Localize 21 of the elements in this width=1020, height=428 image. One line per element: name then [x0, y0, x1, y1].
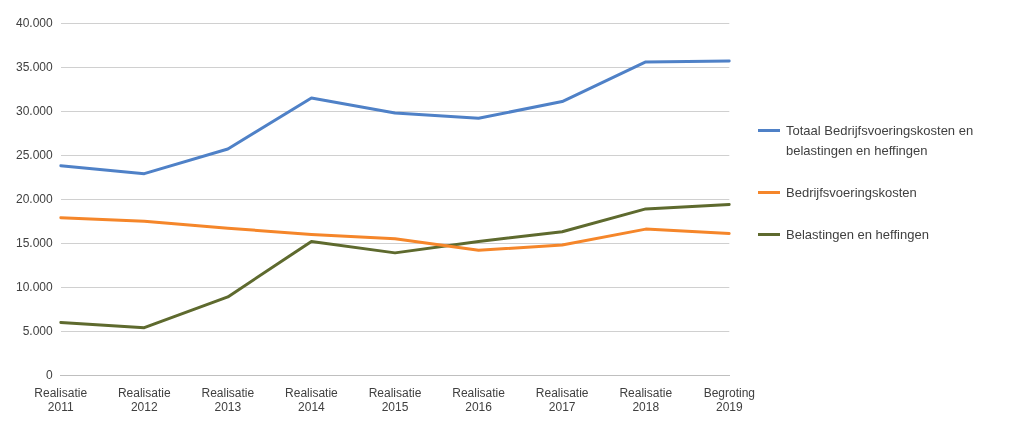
y-tick-label: 35.000 [16, 59, 54, 74]
x-tick-label: Realisatie 2017 [535, 385, 589, 415]
legend-label: Bedrijfsvoeringskosten [786, 184, 917, 202]
y-tick-label: 25.000 [16, 147, 54, 162]
y-tick-label: 10.000 [16, 279, 54, 294]
x-tick-label: Realisatie 2018 [619, 385, 673, 415]
y-tick-label: 0 [46, 367, 54, 382]
x-tick-label: Realisatie 2011 [34, 385, 88, 415]
y-tick-label: 40.000 [16, 15, 54, 30]
x-tick-label: Realisatie 2014 [285, 385, 339, 415]
x-tick-label: Realisatie 2013 [201, 385, 255, 415]
y-tick-label: 5.000 [22, 323, 54, 338]
x-tick-label: Begroting 2019 [703, 385, 755, 415]
x-tick-label: Realisatie 2016 [452, 385, 506, 415]
y-tick-label: 20.000 [16, 191, 54, 206]
y-tick-label: 30.000 [16, 103, 54, 118]
legend-label: Totaal Bedrijfsvoeringskosten en belastingen en heffingen [786, 122, 975, 160]
x-tick-label: Realisatie 2015 [368, 385, 422, 415]
y-tick-label: 15.000 [16, 235, 54, 250]
x-tick-label: Realisatie 2012 [117, 385, 171, 415]
legend-label: Belastingen en heffingen [786, 226, 929, 244]
